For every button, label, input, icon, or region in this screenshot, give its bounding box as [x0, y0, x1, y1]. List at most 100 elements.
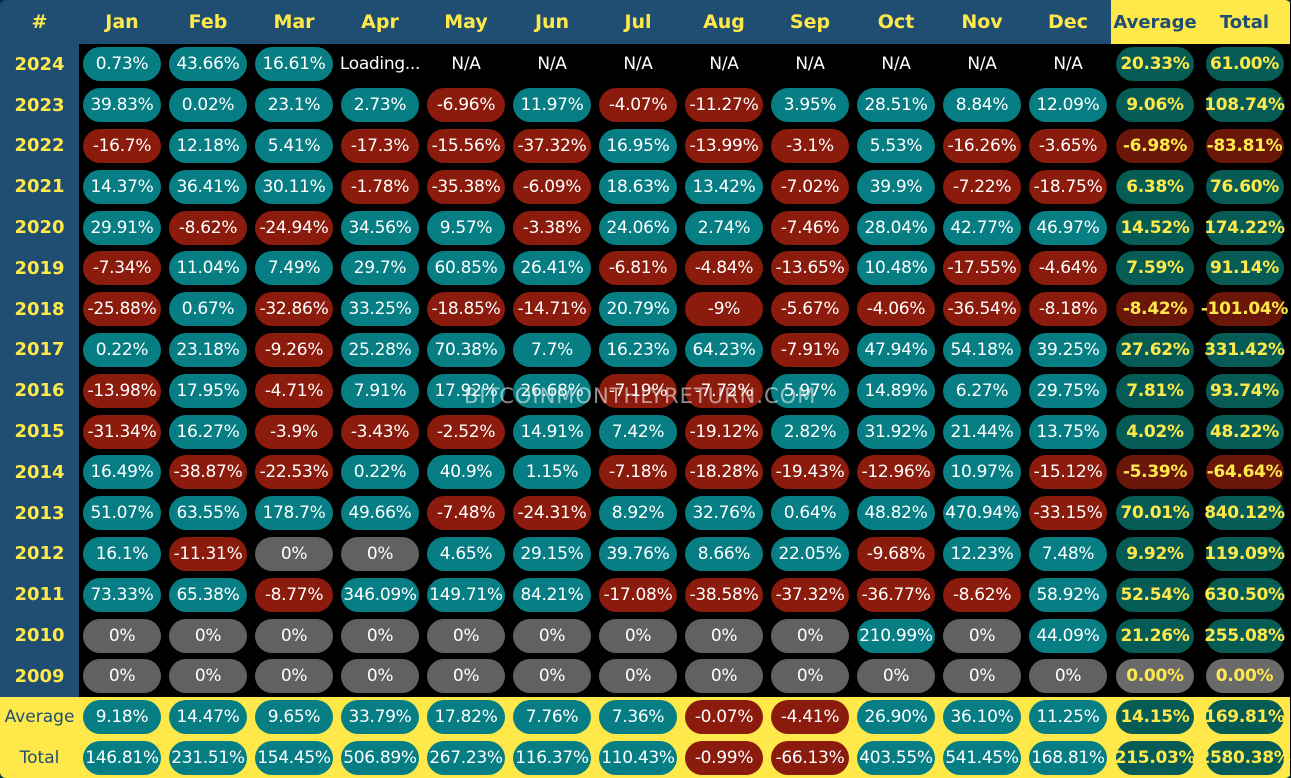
month-header[interactable]: Nov	[939, 0, 1025, 44]
return-value: -4.71%	[255, 373, 333, 408]
return-value-cell: 7.49%	[251, 247, 337, 289]
footer-total-average-cell: 215.03%	[1111, 737, 1199, 778]
footer-average-value: 7.76%	[513, 700, 591, 735]
row-average-value-cell: 7.59%	[1111, 247, 1199, 289]
return-value: 39.76%	[599, 536, 677, 571]
year-label: 2016	[0, 370, 79, 412]
row-average-value-cell: 14.52%	[1111, 207, 1199, 248]
return-value-cell: 0%	[509, 615, 595, 656]
return-value: -24.94%	[255, 210, 333, 245]
year-label: 2017	[0, 329, 79, 371]
row-average-value-cell: 6.38%	[1111, 166, 1199, 208]
month-header[interactable]: Apr	[337, 0, 423, 44]
month-header[interactable]: Oct	[853, 0, 939, 44]
row-average-value: 7.59%	[1116, 251, 1194, 286]
row-total-value-cell: 331.42%	[1199, 329, 1290, 371]
average-header[interactable]: Average	[1111, 0, 1199, 44]
return-value-cell: -8.62%	[165, 207, 251, 248]
row-total-value: 48.22%	[1205, 414, 1284, 449]
return-value: 23.1%	[255, 88, 333, 123]
return-value-cell: 43.66%	[165, 44, 251, 85]
return-value-cell: 49.66%	[337, 492, 423, 534]
return-value: -6.96%	[427, 88, 505, 123]
total-header[interactable]: Total	[1199, 0, 1290, 44]
return-value-cell: 4.65%	[423, 533, 509, 575]
return-value: 0%	[771, 618, 849, 653]
return-value: 18.63%	[599, 169, 677, 204]
row-average-value: 7.81%	[1116, 373, 1194, 408]
row-total-value-cell: 630.50%	[1199, 574, 1290, 616]
month-header[interactable]: Feb	[165, 0, 251, 44]
year-label: 2011	[0, 574, 79, 616]
month-header[interactable]: Mar	[251, 0, 337, 44]
return-value-cell: -8.77%	[251, 574, 337, 616]
return-value-cell: 210.99%	[853, 615, 939, 656]
return-value: -7.48%	[427, 496, 505, 531]
return-value: 65.38%	[169, 577, 247, 612]
row-total-value: 61.00%	[1205, 47, 1284, 82]
return-value: N/A	[623, 54, 653, 75]
return-value-cell: N/A	[509, 44, 595, 85]
month-header[interactable]: Dec	[1025, 0, 1111, 44]
month-header[interactable]: Sep	[767, 0, 853, 44]
return-value: N/A	[1053, 54, 1083, 75]
return-value: 0%	[1029, 659, 1107, 694]
return-value: 28.51%	[857, 88, 935, 123]
return-value: 0%	[599, 659, 677, 694]
return-value: -24.31%	[513, 496, 591, 531]
return-value-cell: 23.1%	[251, 84, 337, 126]
return-value: -36.77%	[857, 577, 935, 612]
return-value: 31.92%	[857, 414, 935, 449]
return-value-cell: 0%	[165, 615, 251, 656]
return-value: -31.34%	[83, 414, 161, 449]
return-value-cell: 48.82%	[853, 492, 939, 534]
return-value: 14.89%	[857, 373, 935, 408]
month-header[interactable]: Jun	[509, 0, 595, 44]
return-value: 0%	[943, 618, 1021, 653]
return-value: 63.55%	[169, 496, 247, 531]
return-value-cell: 28.04%	[853, 207, 939, 248]
month-header[interactable]: Aug	[681, 0, 767, 44]
return-value: -36.54%	[943, 292, 1021, 327]
footer-average-value-cell: 9.18%	[79, 696, 165, 738]
return-value: 1.15%	[513, 455, 591, 490]
return-value: -7.91%	[771, 332, 849, 367]
return-value-cell: -31.34%	[79, 411, 165, 452]
return-value-cell: 16.49%	[79, 451, 165, 493]
return-value-cell: 3.95%	[767, 84, 853, 126]
return-value-cell: -11.31%	[165, 533, 251, 575]
return-value: -13.98%	[83, 373, 161, 408]
return-value-cell: -7.72%	[681, 370, 767, 412]
return-value-cell: -14.71%	[509, 288, 595, 330]
return-value-cell: 29.7%	[337, 247, 423, 289]
row-average-value-cell: -8.42%	[1111, 288, 1199, 330]
month-header[interactable]: Jan	[79, 0, 165, 44]
month-header[interactable]: May	[423, 0, 509, 44]
return-value-cell: -32.86%	[251, 288, 337, 330]
footer-average-value-cell: 36.10%	[939, 696, 1025, 738]
row-average-value-cell: 9.92%	[1111, 533, 1199, 575]
return-value-cell: 0%	[79, 615, 165, 656]
footer-average-value-cell: 11.25%	[1025, 696, 1111, 738]
return-value-cell: 14.37%	[79, 166, 165, 208]
footer-total-value-cell: 267.23%	[423, 737, 509, 778]
row-average-value: 4.02%	[1116, 414, 1194, 449]
row-total-value: 108.74%	[1204, 88, 1285, 123]
return-value: 40.9%	[427, 455, 505, 490]
return-value: -7.46%	[771, 210, 849, 245]
return-value: -6.81%	[599, 251, 677, 286]
return-value-cell: 63.55%	[165, 492, 251, 534]
return-value: 178.7%	[255, 496, 333, 531]
return-value: 0%	[513, 659, 591, 694]
return-value: 16.95%	[599, 128, 677, 163]
return-value-cell: N/A	[767, 44, 853, 85]
return-value-cell: N/A	[423, 44, 509, 85]
return-value: 12.18%	[169, 128, 247, 163]
return-value-cell: 0%	[595, 615, 681, 656]
return-value-cell: -17.3%	[337, 125, 423, 167]
row-average-value: 14.52%	[1116, 210, 1194, 245]
footer-total-value: 541.45%	[943, 740, 1021, 775]
month-header[interactable]: Jul	[595, 0, 681, 44]
return-value-cell: 11.04%	[165, 247, 251, 289]
return-value: -3.38%	[513, 210, 591, 245]
